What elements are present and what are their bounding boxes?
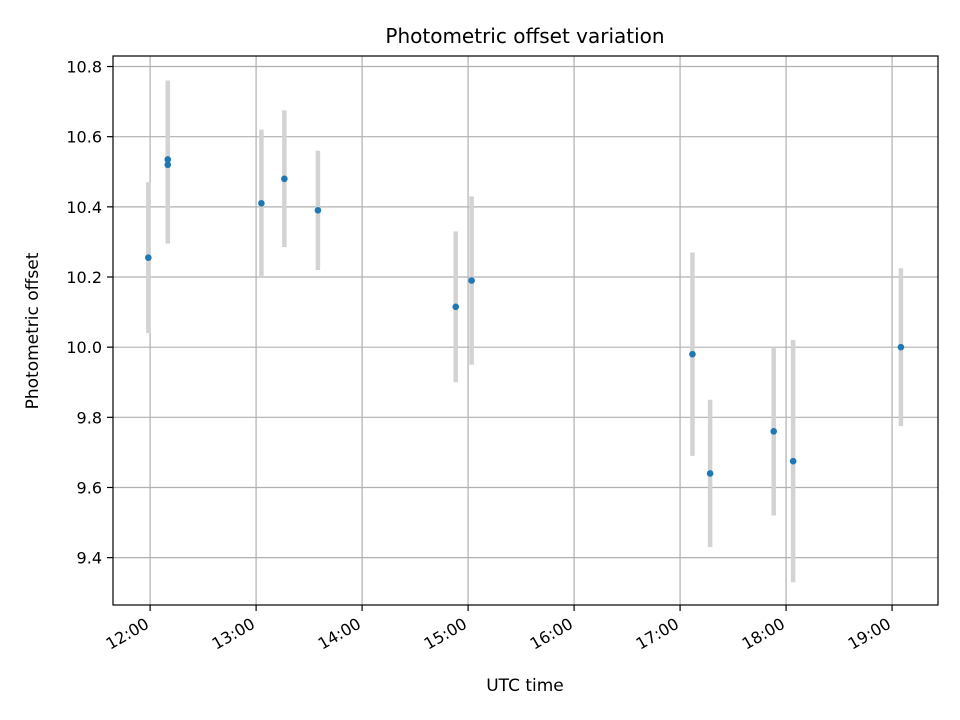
plot-frame	[112, 55, 939, 606]
data-points	[145, 156, 905, 477]
x-tick-label: 17:00	[633, 614, 682, 654]
data-point	[706, 470, 714, 477]
data-point	[770, 428, 778, 435]
y-tick-label: 10.0	[66, 338, 102, 357]
data-point	[314, 207, 322, 214]
data-point	[258, 200, 265, 207]
x-axis-label: UTC time	[486, 676, 564, 696]
y-axis: 9.4 9.6 9.8 10.0 10.2 10.4 10.6 10.8	[66, 58, 113, 568]
data-point	[164, 161, 172, 169]
x-tick-label: 13:00	[209, 614, 258, 654]
y-tick-label: 9.8	[77, 408, 102, 427]
y-axis-label: Photometric offset	[23, 252, 43, 409]
x-tick-label: 19:00	[845, 614, 894, 654]
y-tick-label: 10.6	[66, 128, 102, 147]
y-tick-label: 10.2	[66, 268, 102, 287]
x-tick-label: 18:00	[739, 614, 788, 654]
y-tick-label: 9.4	[77, 549, 102, 568]
error-bars	[146, 80, 904, 583]
data-point	[145, 254, 152, 262]
x-tick-label: 15:00	[421, 614, 470, 654]
y-tick-label: 10.4	[66, 198, 102, 217]
data-point	[281, 175, 288, 183]
data-point	[689, 350, 696, 358]
data-point	[468, 277, 475, 284]
x-tick-label: 12:00	[103, 614, 152, 654]
chart-title: Photometric offset variation	[385, 24, 664, 48]
data-point	[164, 156, 172, 163]
x-tick-label: 16:00	[527, 614, 576, 654]
x-axis: 12:00 13:00 14:00 15:00 16:00 17:00 18:00 19:00	[103, 605, 894, 654]
data-point	[452, 303, 460, 311]
data-point	[789, 457, 797, 465]
grid	[113, 56, 938, 605]
x-tick-label: 14:00	[315, 614, 364, 654]
y-tick-label: 10.8	[66, 58, 102, 77]
y-tick-label: 9.6	[77, 478, 102, 497]
data-point	[897, 343, 905, 351]
